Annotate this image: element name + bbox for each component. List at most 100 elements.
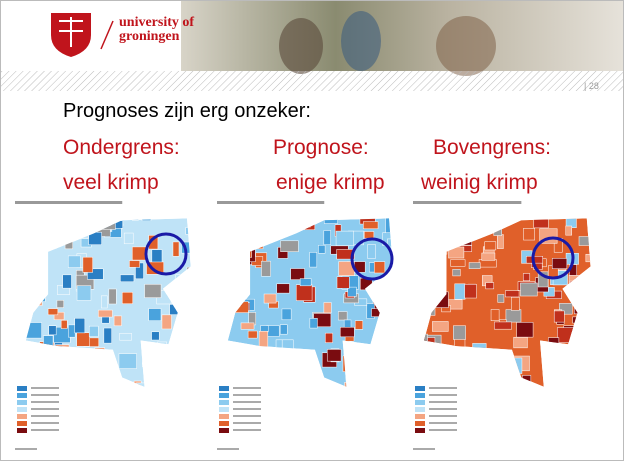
municipality — [513, 336, 528, 349]
photo-person — [341, 11, 381, 71]
legend-text — [31, 408, 59, 410]
municipality — [276, 283, 290, 294]
municipality — [103, 327, 112, 344]
municipality — [553, 310, 565, 323]
municipality — [25, 322, 42, 339]
municipality — [261, 260, 271, 277]
column-heading: Ondergrens: — [63, 136, 180, 159]
logo-mark — [59, 17, 83, 47]
legend-text — [31, 429, 59, 431]
legend-text — [31, 387, 59, 389]
legend-swatch — [219, 407, 229, 412]
column-subheading: weinig krimp — [421, 171, 538, 194]
municipality — [505, 290, 520, 298]
legend-text — [31, 422, 59, 424]
municipality — [432, 321, 449, 332]
photo-person — [279, 18, 323, 74]
municipality — [339, 326, 355, 338]
legend-text — [429, 394, 457, 396]
legend-swatch — [219, 414, 229, 419]
municipality — [484, 241, 497, 251]
legend-swatch — [219, 400, 229, 405]
municipality — [452, 269, 461, 277]
legend-text — [31, 401, 59, 403]
municipality — [100, 295, 108, 309]
municipality — [113, 315, 122, 327]
municipality — [454, 283, 466, 300]
source-text — [413, 448, 435, 450]
municipality — [76, 285, 92, 301]
logo-line: groningen — [119, 29, 180, 44]
municipality — [260, 325, 269, 333]
municipality — [123, 232, 134, 245]
legend-text — [429, 408, 457, 410]
municipality — [82, 256, 93, 273]
municipality — [578, 236, 591, 246]
municipality — [120, 274, 135, 283]
municipality — [132, 246, 149, 261]
municipality — [323, 230, 331, 245]
municipality — [494, 321, 512, 330]
municipality — [523, 227, 535, 241]
municipality — [129, 260, 140, 268]
municipality — [76, 332, 90, 347]
municipality — [151, 249, 163, 263]
legend-text — [233, 415, 261, 417]
municipality — [172, 241, 180, 257]
municipality — [481, 252, 496, 261]
municipality — [323, 302, 332, 314]
legend-swatch — [415, 393, 425, 398]
legend-text — [233, 401, 261, 403]
municipality — [148, 308, 162, 321]
municipality — [247, 330, 258, 339]
photo-banner — [181, 1, 623, 71]
legend-swatch — [415, 428, 425, 433]
legend-text — [233, 387, 261, 389]
highlight-circle — [531, 236, 575, 280]
municipality — [453, 325, 466, 340]
municipality — [468, 262, 481, 269]
page-number: | 28 — [584, 81, 599, 91]
legend-swatch — [17, 386, 27, 391]
municipality — [263, 293, 277, 304]
legend-swatch — [415, 414, 425, 419]
municipality — [281, 308, 292, 321]
municipality — [537, 271, 549, 288]
municipality — [464, 284, 477, 299]
legend-swatch — [17, 393, 27, 398]
legend-swatch — [17, 407, 27, 412]
municipality — [520, 282, 538, 297]
municipality — [347, 286, 357, 297]
municipality — [374, 261, 386, 274]
legend-swatch — [219, 421, 229, 426]
logo-line: university of — [119, 15, 195, 30]
legend-swatch — [219, 386, 229, 391]
highlight-circle — [144, 232, 188, 276]
municipality — [522, 273, 531, 281]
municipality — [108, 288, 117, 305]
municipality — [258, 330, 269, 348]
municipality — [450, 259, 466, 267]
municipality — [325, 332, 333, 343]
map-caption — [217, 201, 325, 204]
legend-swatch — [17, 428, 27, 433]
municipality — [68, 324, 76, 338]
legend-text — [233, 408, 261, 410]
legend-text — [429, 429, 457, 431]
legend-swatch — [219, 428, 229, 433]
legend-text — [233, 422, 261, 424]
map-caption — [413, 201, 522, 204]
column-heading: Prognose: — [273, 136, 369, 159]
highlight-circle — [350, 237, 394, 281]
legend-text — [31, 394, 59, 396]
municipality — [551, 258, 568, 269]
legend-swatch — [17, 400, 27, 405]
municipality — [533, 218, 549, 229]
source-text — [15, 448, 37, 450]
municipality — [53, 311, 65, 320]
hatch-band — [1, 71, 623, 91]
municipality — [565, 225, 572, 236]
legend-swatch — [219, 393, 229, 398]
legend-swatch — [17, 414, 27, 419]
municipality — [363, 221, 379, 230]
